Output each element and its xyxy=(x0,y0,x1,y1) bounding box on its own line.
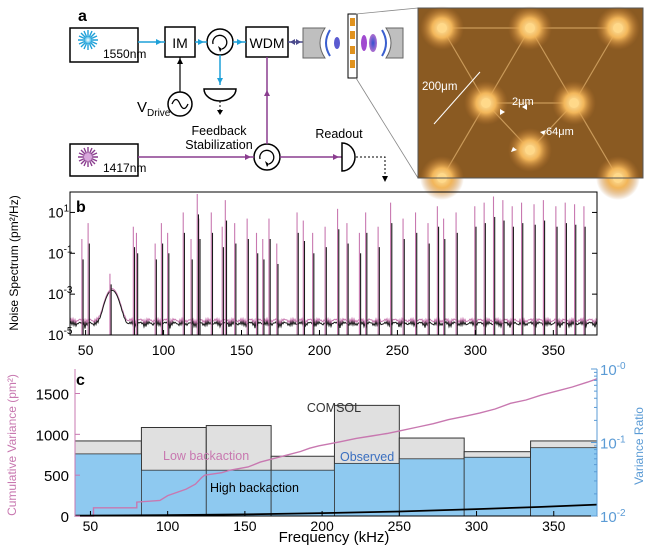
chip-micrograph: 200μm 2μm 64μm xyxy=(417,6,644,200)
observed-bar xyxy=(334,462,400,517)
panel-b-frame xyxy=(69,191,598,336)
c-xtick-label: 100 xyxy=(156,518,180,534)
panel-b: b Noise Spectrum (pm²/Hz) 101 10-1 10-3 10-… xyxy=(7,191,598,358)
laser-1417-label: 1417nm xyxy=(103,161,146,175)
c-left-tick-label: 1000 xyxy=(36,427,69,444)
starburst-icon-1550 xyxy=(78,30,98,50)
laser-1550-label: 1550nm xyxy=(103,47,146,61)
beam-arrows xyxy=(156,39,243,84)
feedback-label-2: Stabilization xyxy=(185,138,252,152)
feedback-label-1: Feedback xyxy=(192,124,248,138)
high-backaction-line xyxy=(74,503,598,517)
low-backaction-line xyxy=(75,378,598,517)
im-label: IM xyxy=(172,35,188,51)
observed-bar xyxy=(398,458,465,517)
vdrive-label: VDrive xyxy=(137,99,171,119)
panel-a: a 1550nm IM WDM xyxy=(69,6,644,200)
c-right-tick-label: 10-0 xyxy=(600,361,626,379)
cavity-icon xyxy=(302,13,404,79)
panel-c-label: c xyxy=(76,372,85,389)
b-floor-low xyxy=(69,288,598,326)
ann-observed: Observed xyxy=(340,450,394,464)
zoom-lines xyxy=(355,7,419,179)
c-left-tick-label: 1500 xyxy=(36,387,69,404)
ann-high-backaction: High backaction xyxy=(210,481,299,495)
panel-c-ylabel-left: Cumulative Variance (pm²) xyxy=(5,374,19,516)
b-ytick-label: 10-5 xyxy=(48,326,73,343)
circulator-icon-1 xyxy=(206,28,234,56)
beam-arrows-1417 xyxy=(245,90,339,160)
c-right-tick-label: 10-1 xyxy=(600,435,626,453)
b-floor-high xyxy=(69,289,598,329)
b-ytick-label: 101 xyxy=(48,203,70,220)
c-xtick-label: 50 xyxy=(83,518,99,534)
b-xtick-label: 350 xyxy=(542,342,566,358)
c-xtick-label: 250 xyxy=(388,518,412,534)
sine-source-icon xyxy=(167,91,193,117)
wdm-label: WDM xyxy=(250,35,285,51)
b-xtick-label: 300 xyxy=(464,342,488,358)
b-ytick-label: 10-3 xyxy=(48,285,73,302)
panel-c-xlabel: Frequency (kHz) xyxy=(279,529,390,546)
b-xtick-label: 50 xyxy=(78,342,94,358)
ann-low-backaction: Low backaction xyxy=(163,449,249,463)
c-left-tick-label: 0 xyxy=(61,509,69,526)
b-ytick-label: 10-1 xyxy=(48,244,73,261)
readout-label: Readout xyxy=(315,127,363,141)
panel-c: c Cumulative Variance (pm²) Variance Rat… xyxy=(5,361,646,546)
b-xtick-label: 150 xyxy=(230,342,254,358)
b-xtick-label: 250 xyxy=(386,342,410,358)
beam-1417 xyxy=(138,57,342,158)
c-xtick-label: 350 xyxy=(542,518,566,534)
c-xtick-label: 150 xyxy=(233,518,257,534)
c-xtick-label: 300 xyxy=(465,518,489,534)
c-left-tick-label: 500 xyxy=(44,468,69,485)
dim-2-label: 2μm xyxy=(512,96,534,108)
panel-b-ylabel: Noise Spectrum (pm²/Hz) xyxy=(7,195,21,330)
panel-c-ylabel-right: Variance Ratio xyxy=(632,407,646,485)
observed-bar xyxy=(463,456,531,517)
panel-a-label: a xyxy=(78,8,87,25)
detector-icon-2 xyxy=(341,142,356,172)
starburst-icon-1417 xyxy=(78,147,98,167)
observed-bar xyxy=(74,453,142,517)
c-right-tick-label: 10-2 xyxy=(600,508,626,526)
ann-comsol: COMSOL xyxy=(307,401,361,415)
dim-200-label: 200μm xyxy=(422,81,457,93)
dim-64-label: 64μm xyxy=(546,126,574,138)
c-xtick-label: 200 xyxy=(310,518,334,534)
circulator-icon-2 xyxy=(253,143,281,171)
detector-icon-1 xyxy=(203,88,237,102)
b-xtick-label: 200 xyxy=(308,342,332,358)
panel-b-label: b xyxy=(76,199,86,216)
b-xtick-label: 100 xyxy=(152,342,176,358)
